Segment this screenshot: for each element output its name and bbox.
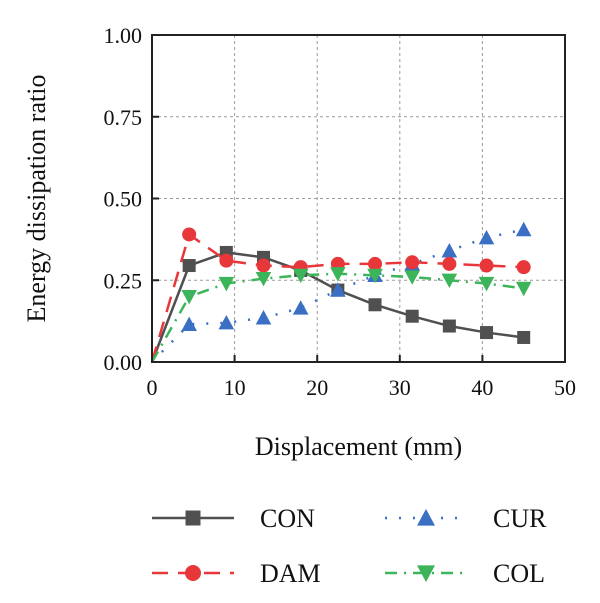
grid: [152, 35, 565, 362]
legend-marker: [185, 510, 201, 526]
legend-item-col: COL: [385, 559, 545, 588]
series-col: [150, 267, 532, 363]
data-point: [441, 273, 458, 289]
data-point: [368, 298, 382, 312]
data-point: [368, 256, 383, 271]
series-cur: [151, 221, 532, 363]
legend-label: COL: [493, 559, 545, 588]
series-dam: [150, 227, 531, 363]
data-point: [367, 268, 383, 284]
x-tick-label: 0: [147, 375, 158, 400]
data-point: [255, 310, 272, 325]
legend-marker: [185, 565, 201, 581]
x-tick-label: 20: [306, 375, 328, 400]
y-tick-label: 0.75: [104, 105, 143, 130]
series-line: [150, 232, 524, 363]
x-tick-label: 10: [224, 375, 246, 400]
series-layer: [150, 221, 532, 363]
legend-item-dam: DAM: [152, 559, 321, 588]
ticks: 0 10 20 30 40 50 0.00 0.25 0.50 0.75 1.00: [104, 23, 577, 400]
data-point: [182, 227, 197, 242]
data-point: [292, 300, 309, 315]
data-point: [480, 326, 494, 340]
data-point: [255, 271, 272, 287]
legend-label: DAM: [260, 559, 321, 588]
data-point: [516, 260, 531, 275]
data-point: [442, 256, 457, 271]
x-axis-label: Displacement (mm): [255, 432, 462, 461]
data-point: [181, 289, 197, 305]
data-point: [515, 221, 532, 237]
legend: CON CUR DAM COL: [152, 504, 547, 588]
y-axis-label: Energy dissipation ratio: [22, 75, 51, 323]
x-tick-label: 40: [471, 375, 493, 400]
data-point: [442, 319, 456, 333]
legend-item-con: CON: [152, 504, 315, 533]
data-point: [479, 258, 494, 273]
x-tick-label: 30: [389, 375, 411, 400]
y-tick-label: 0.00: [104, 350, 143, 375]
legend-marker: [417, 565, 435, 582]
legend-label: CON: [260, 504, 315, 533]
legend-label: CUR: [493, 504, 547, 533]
data-point: [517, 330, 531, 344]
y-tick-label: 1.00: [104, 23, 143, 48]
data-point: [405, 309, 419, 323]
data-point: [404, 270, 420, 285]
x-tick-label: 50: [554, 375, 576, 400]
data-point: [478, 229, 495, 245]
data-point: [256, 258, 271, 273]
legend-item-cur: CUR: [385, 504, 547, 533]
data-point: [218, 314, 235, 330]
data-point: [181, 316, 197, 332]
y-tick-label: 0.50: [104, 187, 143, 212]
data-point: [478, 276, 495, 292]
y-tick-label: 0.25: [104, 268, 143, 293]
data-point: [218, 276, 235, 292]
data-point: [292, 268, 309, 284]
data-point: [330, 267, 346, 282]
data-point: [330, 282, 346, 297]
data-point: [441, 243, 458, 258]
data-point: [515, 281, 532, 297]
data-point: [182, 259, 196, 273]
legend-marker: [417, 509, 435, 526]
data-point: [219, 253, 234, 268]
data-point: [405, 255, 420, 270]
